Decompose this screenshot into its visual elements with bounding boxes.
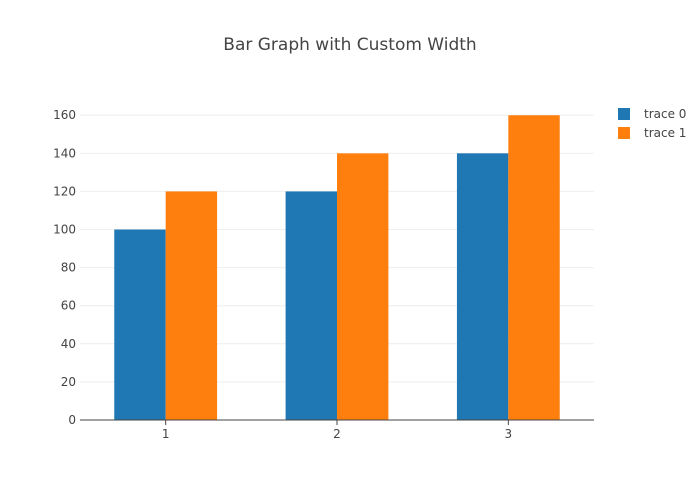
y-tick-label: 0: [68, 413, 76, 427]
bar-trace-1-3[interactable]: [508, 115, 560, 420]
legend-label: trace 1: [644, 126, 686, 140]
y-tick-label: 20: [61, 375, 76, 389]
legend-label: trace 0: [644, 107, 686, 121]
y-tick-label: 120: [53, 184, 76, 198]
bar-trace-0-3[interactable]: [456, 153, 509, 421]
x-tick-label: 1: [162, 427, 170, 441]
x-axis-ticks: 1 2 3: [162, 420, 512, 441]
legend[interactable]: trace 0 trace 1: [618, 107, 686, 140]
bar-trace-0-2[interactable]: [285, 191, 337, 420]
legend-item-0[interactable]: trace 0: [618, 107, 686, 121]
legend-swatch: [618, 108, 630, 120]
bar-trace-1-2[interactable]: [337, 153, 389, 421]
legend-swatch: [618, 127, 630, 139]
y-tick-label: 80: [61, 261, 76, 275]
y-tick-label: 40: [61, 337, 76, 351]
legend-item-1[interactable]: trace 1: [618, 126, 686, 140]
y-tick-label: 100: [53, 223, 76, 237]
y-axis-ticks: 0 20 40 60 80 100 120 140 160: [53, 108, 76, 427]
y-tick-label: 60: [61, 299, 76, 313]
bars: [114, 115, 560, 421]
y-tick-label: 160: [53, 108, 76, 122]
bar-trace-1-1[interactable]: [165, 191, 218, 420]
x-tick-label: 3: [505, 427, 513, 441]
bar-trace-0-1[interactable]: [114, 229, 166, 420]
chart-title: Bar Graph with Custom Width: [223, 35, 476, 55]
x-tick-label: 2: [333, 427, 341, 441]
y-tick-label: 140: [53, 146, 76, 160]
